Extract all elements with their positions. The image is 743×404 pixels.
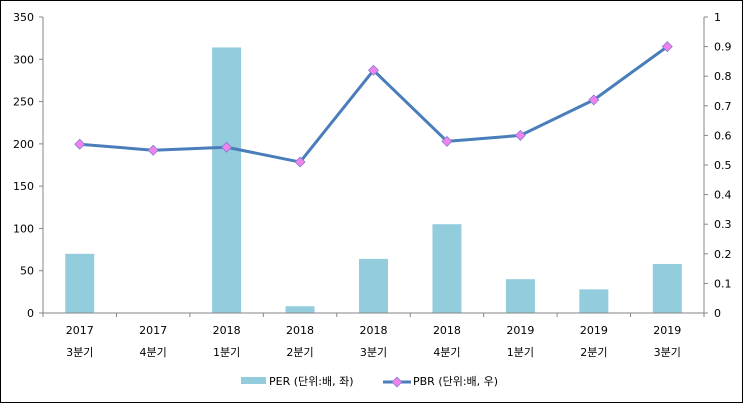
right-tick-label: 0.8 <box>714 70 732 83</box>
per-bar <box>212 47 242 314</box>
per-bar <box>285 306 315 313</box>
per-bar <box>359 258 388 313</box>
pbr-marker <box>514 129 526 141</box>
left-tick-label: 50 <box>20 265 34 278</box>
left-tick-label: 150 <box>13 180 34 193</box>
pbr-marker <box>221 141 233 153</box>
pbr-marker <box>294 156 306 168</box>
x-tick-label-year: 2018 <box>286 324 314 337</box>
x-tick-label-quarter: 3분기 <box>66 346 93 359</box>
right-tick-label: 0.9 <box>714 41 732 54</box>
left-tick-label: 300 <box>13 53 34 66</box>
pbr-marker <box>147 144 159 156</box>
x-tick-label-year: 2019 <box>580 324 608 337</box>
right-tick-label: 0.5 <box>714 159 732 172</box>
x-tick-label-year: 2018 <box>433 324 461 337</box>
x-tick-label-year: 2017 <box>66 324 94 337</box>
right-tick-label: 0.3 <box>714 218 732 231</box>
x-tick-label-year: 2018 <box>360 324 388 337</box>
per-bar <box>432 224 462 313</box>
per-bar <box>652 263 682 313</box>
per-bar <box>505 279 535 313</box>
x-tick-label-quarter: 3분기 <box>360 346 387 359</box>
pbr-marker <box>368 64 379 76</box>
pbr-marker <box>74 138 86 150</box>
left-tick-label: 250 <box>13 96 34 109</box>
left-tick-label: 0 <box>27 307 34 320</box>
pbr-marker <box>588 94 600 106</box>
x-tick-label-quarter: 1분기 <box>507 346 534 359</box>
right-tick-label: 0.1 <box>714 277 732 290</box>
right-tick-label: 0.6 <box>714 129 732 142</box>
right-tick-label: 1 <box>714 11 721 24</box>
legend-label-pbr: PBR (단위:배, 우) <box>413 375 498 388</box>
legend-label-per: PER (단위:배, 좌) <box>269 375 354 388</box>
right-tick-label: 0.4 <box>714 189 732 202</box>
legend: PER (단위:배, 좌) PBR (단위:배, 우) <box>241 375 498 388</box>
x-tick-label-quarter: 4분기 <box>140 346 167 359</box>
right-tick-label: 0.7 <box>714 100 732 113</box>
pbr-line <box>79 45 669 164</box>
pbr-marker <box>661 41 673 53</box>
x-tick-label-quarter: 1분기 <box>213 346 240 359</box>
left-tick-label: 200 <box>13 138 34 151</box>
left-tick-label: 100 <box>13 222 34 235</box>
x-tick-label-year: 2019 <box>506 324 534 337</box>
legend-marker-pbr <box>391 376 403 388</box>
x-tick-label-quarter: 3분기 <box>654 346 681 359</box>
x-tick-label-quarter: 2분기 <box>580 346 607 359</box>
right-tick-label: 0.2 <box>714 248 732 261</box>
x-tick-label-quarter: 2분기 <box>286 346 313 359</box>
x-tick-label-quarter: 4분기 <box>433 346 460 359</box>
x-tick-label-year: 2019 <box>653 324 681 337</box>
right-tick-label: 0 <box>714 307 721 320</box>
left-tick-label: 350 <box>13 11 34 24</box>
per-bar <box>579 289 609 313</box>
x-tick-label-year: 2018 <box>213 324 241 337</box>
pbr-marker <box>441 135 453 147</box>
legend-swatch-per <box>241 377 266 384</box>
per-bar <box>65 253 95 313</box>
x-tick-label-year: 2017 <box>139 324 167 337</box>
